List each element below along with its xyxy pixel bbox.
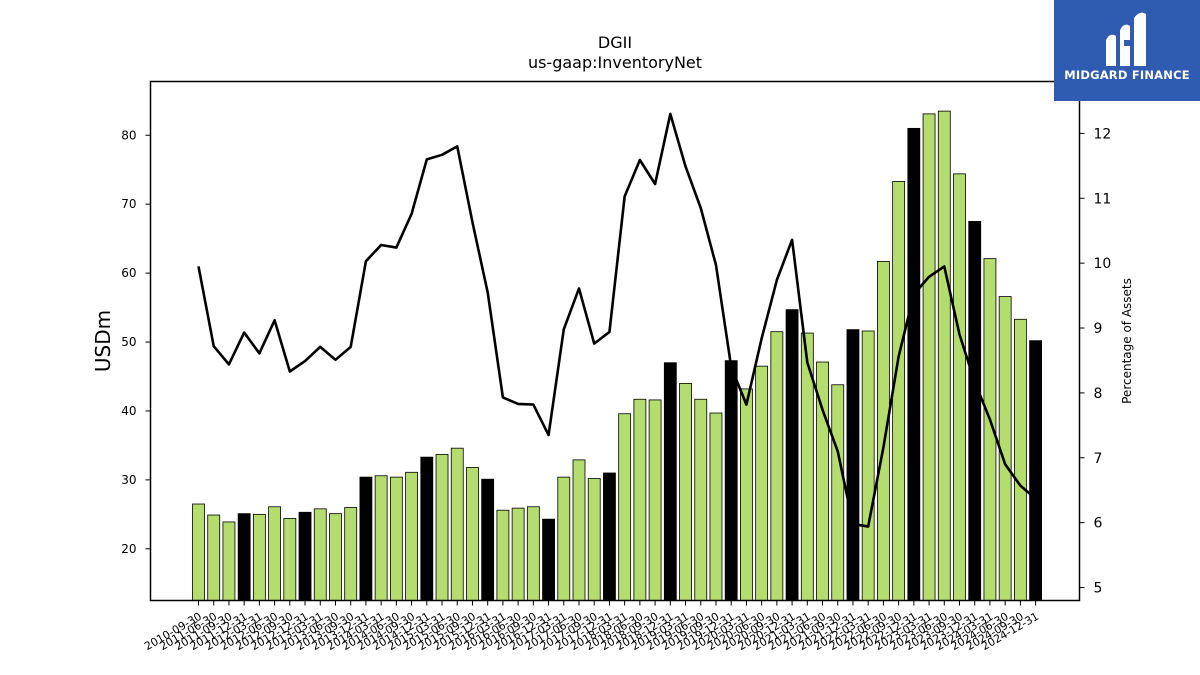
y-tick-label: 70	[121, 197, 136, 211]
bar	[435, 453, 449, 601]
bar	[907, 127, 921, 601]
y-tick-label: 30	[121, 473, 136, 487]
bar	[420, 456, 434, 601]
bar	[192, 503, 205, 601]
bar	[648, 399, 662, 601]
bar	[968, 221, 982, 601]
bar	[374, 475, 388, 601]
bar	[694, 398, 708, 601]
bar	[831, 384, 845, 601]
bar	[922, 113, 936, 601]
logo-text: MIDGARD FINANCE	[1064, 68, 1190, 82]
y-axis-label: USDm	[91, 310, 115, 372]
bar	[496, 509, 510, 601]
left-y-axis: 20 30 40 50 60 70 80	[121, 128, 151, 556]
x-axis: 2010-09-302011-06-302011-09-302011-12-31…	[142, 600, 1041, 653]
y2-tick-label: 12	[1094, 126, 1112, 142]
y2-tick-label: 9	[1094, 321, 1103, 337]
y-tick-label: 40	[121, 404, 136, 418]
bar	[222, 521, 236, 601]
y-tick-label: 20	[121, 542, 136, 556]
bar	[785, 309, 799, 601]
logo-mark-icon	[1106, 12, 1146, 66]
line-series	[197, 112, 1037, 528]
bar	[359, 476, 373, 601]
bar	[572, 459, 586, 601]
bar	[953, 173, 966, 601]
bar	[207, 514, 221, 601]
bar	[344, 507, 358, 601]
y2-tick-label: 7	[1094, 451, 1103, 467]
bar	[633, 398, 647, 601]
bar	[755, 365, 769, 601]
bar	[466, 467, 479, 601]
chart-title: DGII	[598, 33, 632, 52]
y-tick-label: 80	[121, 128, 136, 142]
series-line	[197, 112, 1037, 528]
bar	[603, 472, 616, 601]
bar	[618, 413, 632, 601]
bar	[877, 260, 890, 601]
bar	[846, 329, 860, 601]
bar	[268, 506, 282, 601]
bar-series	[192, 110, 1042, 601]
bar	[283, 518, 297, 601]
bar	[298, 511, 312, 601]
bar	[770, 331, 784, 601]
bar	[557, 476, 571, 601]
chart-subtitle: us-gaap:InventoryNet	[528, 53, 702, 72]
y-tick-label: 50	[121, 335, 136, 349]
bar	[1013, 318, 1027, 601]
bar	[892, 181, 906, 601]
bar	[587, 478, 601, 601]
bar	[861, 330, 875, 601]
bar	[313, 508, 327, 601]
bar	[1029, 340, 1042, 601]
bar	[481, 478, 495, 601]
brand-logo: MIDGARD FINANCE	[1054, 0, 1200, 101]
bar	[724, 360, 738, 601]
bar	[709, 412, 723, 601]
plot-frame	[149, 80, 1081, 602]
y2-tick-label: 11	[1094, 191, 1112, 207]
y2-tick-label: 8	[1094, 386, 1103, 402]
bar	[405, 471, 418, 601]
bar	[252, 513, 266, 601]
bar	[389, 476, 403, 601]
bar	[329, 513, 342, 601]
y-tick-label: 60	[121, 266, 136, 280]
y2-axis-label: Percentage of Assets	[1120, 278, 1134, 404]
right-y-axis: 5 6 7 8 9 10 11 12	[1079, 126, 1112, 597]
bar	[937, 110, 951, 601]
y2-tick-label: 10	[1094, 256, 1112, 272]
bar	[511, 507, 525, 601]
y2-tick-label: 5	[1094, 581, 1103, 597]
bar	[526, 506, 540, 601]
bar	[663, 362, 677, 601]
bar	[450, 447, 464, 601]
bar	[679, 382, 692, 601]
bar	[542, 518, 555, 601]
bar	[237, 513, 251, 601]
y2-tick-label: 6	[1094, 516, 1103, 532]
bar	[740, 388, 753, 601]
